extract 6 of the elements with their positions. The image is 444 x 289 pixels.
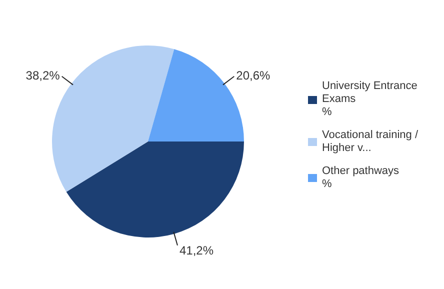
data-label: 20,6% bbox=[236, 68, 271, 83]
legend-label: Other pathways % bbox=[322, 165, 400, 191]
data-label: 41,2% bbox=[179, 244, 214, 258]
legend-label: University Entrance Exams % bbox=[322, 80, 418, 119]
data-label: 38,2% bbox=[26, 68, 60, 83]
legend-label: Vocational training / Higher v... bbox=[322, 129, 420, 155]
